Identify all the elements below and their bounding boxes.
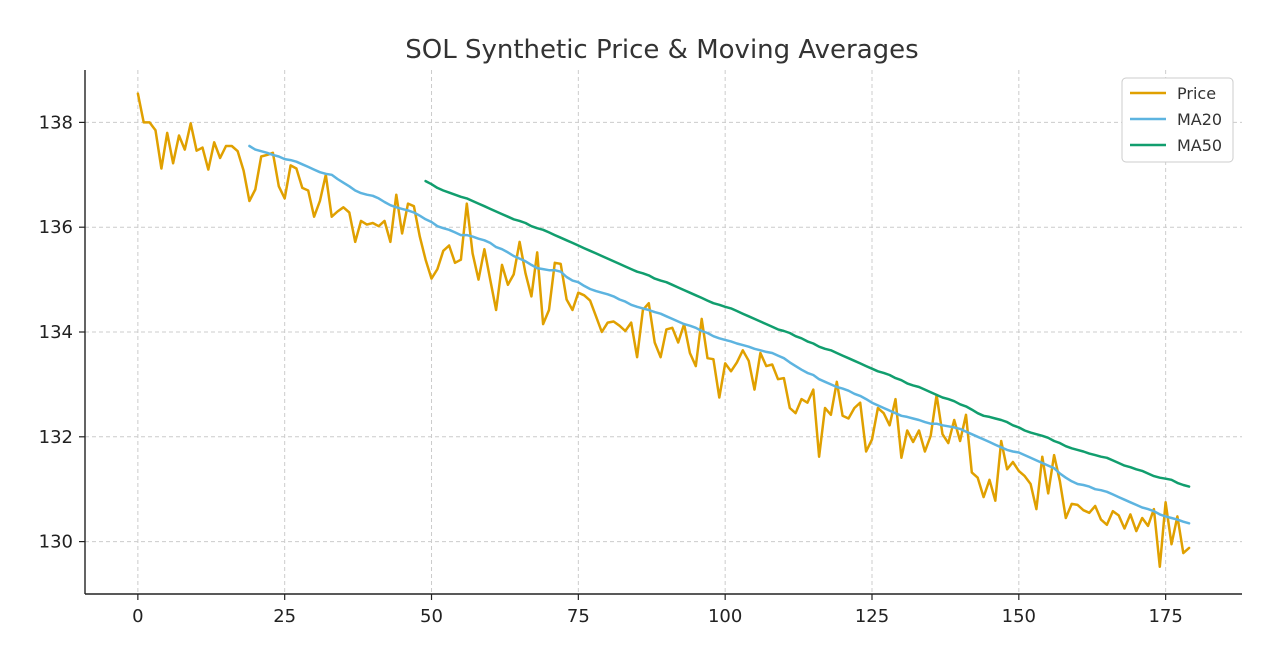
y-tick-label: 138 bbox=[39, 112, 73, 133]
x-tick-label: 125 bbox=[855, 606, 889, 627]
series-line-price bbox=[136, 92, 1191, 569]
x-tick-label: 0 bbox=[132, 606, 143, 627]
legend-label-ma50: MA50 bbox=[1177, 136, 1222, 155]
legend: Price MA20 MA50 bbox=[1121, 77, 1234, 163]
x-tick-label: 75 bbox=[567, 606, 590, 627]
legend-label-price: Price bbox=[1177, 84, 1216, 103]
legend-label-ma20: MA20 bbox=[1177, 110, 1222, 129]
x-tick-label: 50 bbox=[420, 606, 443, 627]
y-tick-label: 134 bbox=[39, 322, 73, 343]
chart-title: SOL Synthetic Price & Moving Averages bbox=[405, 35, 918, 65]
ticks: 0 25 50 75 100 125 150 175 130 132 134 136 138 bbox=[39, 112, 1183, 627]
legend-box bbox=[1121, 77, 1234, 163]
y-tick-label: 132 bbox=[39, 427, 73, 448]
series-layer bbox=[136, 92, 1191, 569]
y-tick-label: 130 bbox=[39, 532, 73, 553]
x-tick-label: 175 bbox=[1148, 606, 1182, 627]
series-line-ma20 bbox=[248, 144, 1191, 525]
series-line-ma50 bbox=[424, 179, 1191, 488]
y-tick-label: 136 bbox=[39, 217, 73, 238]
x-tick-label: 100 bbox=[708, 606, 742, 627]
x-tick-label: 150 bbox=[1002, 606, 1036, 627]
x-tick-label: 25 bbox=[273, 606, 296, 627]
grid bbox=[85, 70, 1242, 594]
